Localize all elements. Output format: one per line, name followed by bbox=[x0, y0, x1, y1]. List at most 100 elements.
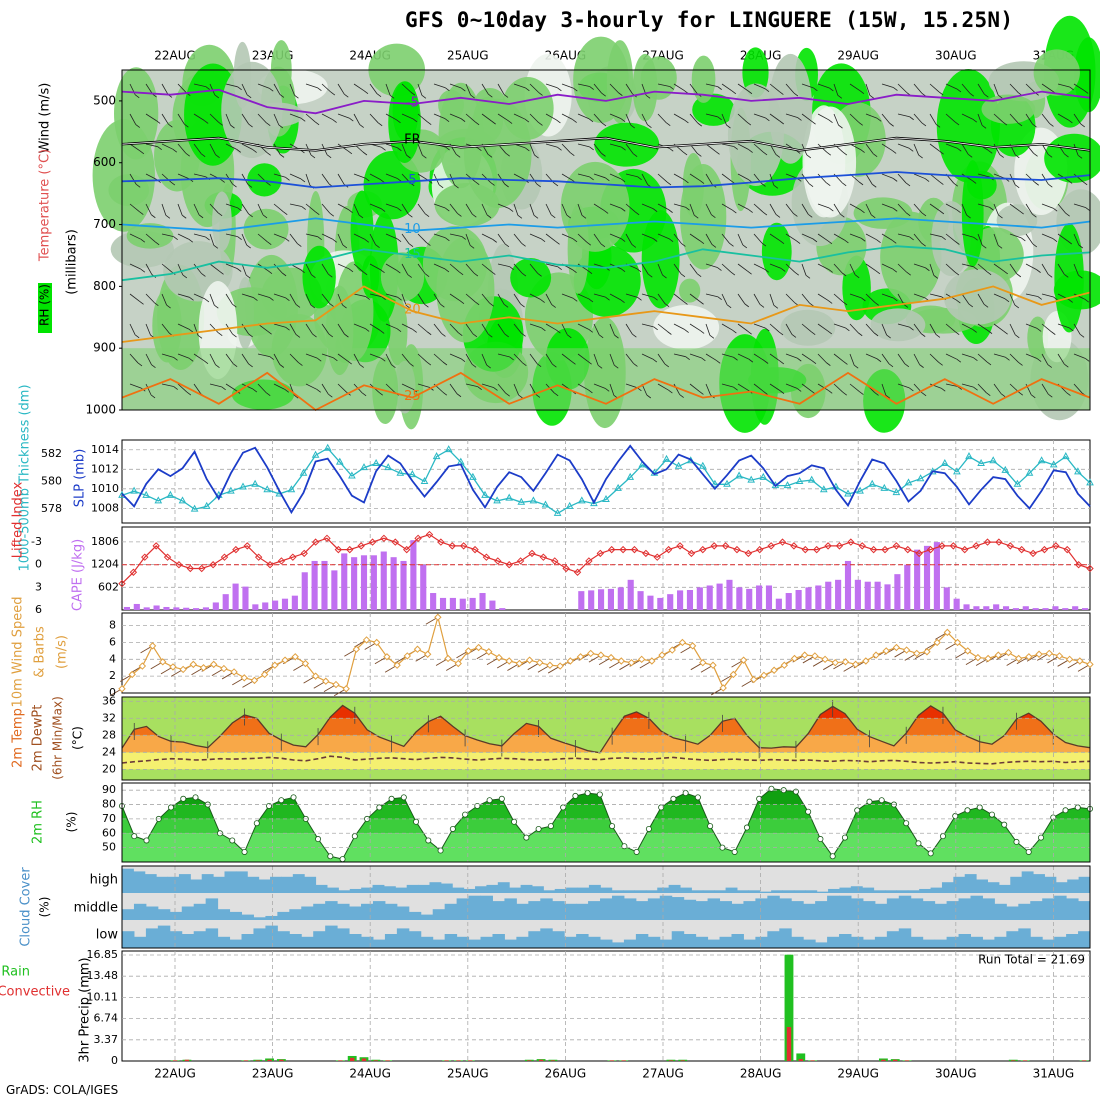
wind-barb bbox=[305, 323, 313, 335]
wind-barb bbox=[248, 123, 253, 128]
wind-barb bbox=[145, 173, 157, 180]
rh2m-marker bbox=[927, 850, 934, 857]
precip-conv-bar bbox=[255, 1060, 260, 1061]
cloud-cell bbox=[623, 939, 637, 948]
wind-speed-marker bbox=[699, 658, 707, 667]
wind-barb bbox=[641, 323, 654, 328]
cloud-cell bbox=[958, 934, 971, 948]
temperature-contour bbox=[121, 217, 1091, 232]
lifted-index-marker bbox=[254, 553, 263, 561]
wind-barb bbox=[317, 357, 322, 362]
cape-bar bbox=[588, 590, 595, 610]
temperature-contour bbox=[121, 137, 1091, 151]
rh-legend-swatch bbox=[38, 283, 52, 333]
wind-barb bbox=[540, 238, 546, 243]
cloud-cell bbox=[862, 901, 876, 920]
thickness-marker bbox=[287, 485, 296, 493]
wind-barb bbox=[833, 353, 844, 362]
wind-barb bbox=[1019, 210, 1024, 215]
cape-bar bbox=[202, 607, 210, 610]
wind-barb bbox=[161, 143, 173, 150]
wind-barb bbox=[793, 213, 798, 217]
wind-barb bbox=[225, 353, 234, 364]
wind-barb bbox=[881, 113, 890, 124]
wind-barb bbox=[1041, 323, 1052, 332]
wind-barb bbox=[513, 383, 519, 396]
wind-barb bbox=[1032, 123, 1037, 128]
wind-speed-marker bbox=[536, 658, 544, 667]
lifted-index-marker bbox=[357, 542, 365, 550]
wind-barb bbox=[517, 215, 523, 219]
wind-barb bbox=[673, 353, 686, 358]
wind-barb bbox=[433, 293, 441, 305]
wind-barb bbox=[973, 386, 978, 391]
rh2m-marker bbox=[866, 798, 873, 805]
rh2m-marker bbox=[878, 797, 885, 804]
wind-barb bbox=[129, 173, 137, 185]
thickness-marker bbox=[577, 496, 586, 504]
cloud-cell bbox=[946, 936, 960, 948]
wind-barb bbox=[881, 173, 894, 179]
thickness-marker bbox=[880, 483, 889, 491]
wind-barb bbox=[641, 233, 654, 239]
wind-barb bbox=[913, 353, 920, 365]
precip-conv-bar bbox=[609, 1060, 615, 1061]
wind-barb bbox=[524, 118, 530, 123]
wind-barb bbox=[353, 263, 364, 273]
wind-speed-marker bbox=[474, 643, 483, 652]
cloud-cell bbox=[492, 901, 505, 920]
cloud-cell bbox=[779, 928, 792, 948]
cape-bar bbox=[193, 608, 200, 610]
wind-barb bbox=[461, 87, 466, 92]
thickness-marker bbox=[1037, 456, 1046, 464]
cloud-level-label: low bbox=[96, 928, 119, 943]
rh-shading bbox=[768, 53, 813, 164]
cape-bar bbox=[785, 593, 792, 610]
wind-barb bbox=[161, 233, 174, 238]
precip-conv-bar bbox=[893, 1059, 898, 1061]
wind-speed-marker bbox=[617, 657, 625, 665]
wind-barb bbox=[876, 358, 882, 363]
wind-barb bbox=[477, 386, 482, 390]
thickness-marker bbox=[505, 493, 514, 501]
wind-barb bbox=[808, 183, 814, 188]
wind-barb bbox=[956, 88, 962, 93]
wind-barb bbox=[572, 119, 577, 123]
cloud-cell bbox=[803, 903, 816, 920]
cape-bar bbox=[439, 597, 447, 610]
wind-barb bbox=[933, 275, 939, 279]
lifted-index-marker bbox=[402, 545, 411, 554]
wind-barb bbox=[699, 240, 705, 245]
wind-barb bbox=[266, 152, 271, 156]
cloud-cell bbox=[349, 906, 362, 920]
thickness-marker bbox=[541, 500, 550, 508]
thickness-marker bbox=[674, 461, 683, 469]
axis-label-millibars: (millibars) bbox=[65, 229, 80, 295]
wind-barb bbox=[545, 323, 557, 331]
wind-speed-marker bbox=[413, 645, 422, 653]
wind-barb bbox=[380, 269, 385, 274]
cloud-cell bbox=[1044, 876, 1057, 893]
wind-barb bbox=[246, 244, 251, 249]
wind-barb bbox=[721, 323, 733, 331]
rh2m-marker bbox=[327, 853, 334, 860]
wind-barb bbox=[426, 242, 431, 246]
wind-barb bbox=[961, 353, 974, 359]
wind-barb bbox=[521, 333, 526, 337]
wind-barb bbox=[857, 332, 863, 337]
wind-barb bbox=[797, 357, 802, 362]
wind-barb bbox=[705, 263, 718, 268]
wind-barb bbox=[1041, 383, 1049, 395]
wind-barb bbox=[747, 330, 752, 335]
lifted-index-marker bbox=[619, 545, 627, 554]
wind-barb bbox=[545, 233, 556, 242]
wind-barb bbox=[444, 268, 450, 273]
cape-bar bbox=[825, 581, 832, 610]
wind-barb bbox=[641, 113, 648, 125]
cloud-cell bbox=[827, 936, 840, 948]
wind-barb bbox=[567, 334, 572, 339]
thickness-marker bbox=[590, 499, 598, 507]
wind-barb bbox=[929, 263, 935, 276]
lifted-index-marker bbox=[721, 542, 730, 550]
wind-barb bbox=[600, 243, 606, 248]
